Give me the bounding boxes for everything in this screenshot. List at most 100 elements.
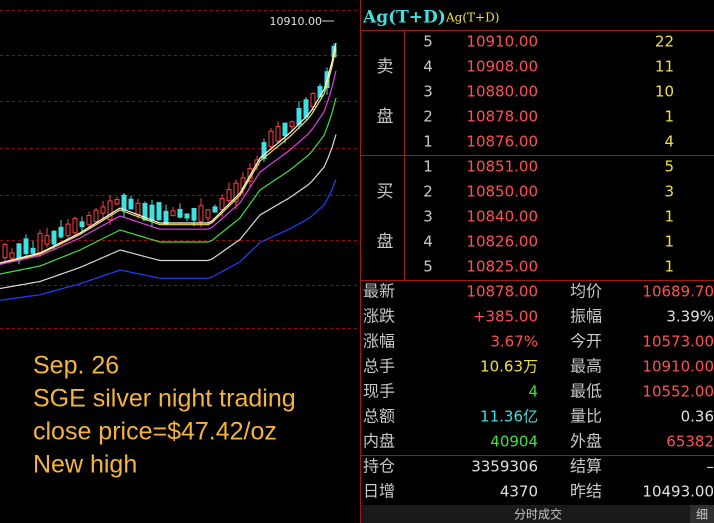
caption: New high xyxy=(33,451,137,479)
candle-body xyxy=(121,194,127,211)
stat-label: 现手 xyxy=(363,382,395,401)
buy-label: 买 xyxy=(377,182,394,202)
candle-body xyxy=(282,122,288,137)
candle-body xyxy=(170,210,176,217)
volume: 1 xyxy=(664,258,674,276)
stat-label: 内盘 xyxy=(363,432,395,451)
candle-body xyxy=(177,209,183,218)
candle-body xyxy=(128,198,134,210)
caption: close price=$47.42/oz xyxy=(33,418,277,446)
stat-value: 10910.00 xyxy=(642,358,714,376)
price: 10850.00 xyxy=(466,183,538,201)
stat-value: 10.63万 xyxy=(480,358,538,376)
candle-body xyxy=(205,209,211,219)
level: 1 xyxy=(423,133,433,151)
volume: 1 xyxy=(664,108,674,126)
candle-body xyxy=(65,223,71,237)
candle-body xyxy=(93,209,99,222)
stat-label: 总手 xyxy=(363,357,395,376)
candle-body xyxy=(212,206,218,213)
stat-value: 40904 xyxy=(490,433,538,451)
stat-label: 涨跌 xyxy=(363,307,395,326)
footer-detail[interactable]: 细 xyxy=(696,508,708,522)
sell-label: 卖 xyxy=(377,57,394,77)
candle-body xyxy=(261,142,267,160)
candle-body xyxy=(142,202,148,221)
stat-value: 10689.70 xyxy=(642,283,714,301)
volume: 1 xyxy=(664,233,674,251)
title: Ag(T+D) xyxy=(362,8,446,28)
candle-body xyxy=(219,198,225,211)
candle-body xyxy=(303,99,309,118)
high-label: 10910.00 xyxy=(270,15,323,28)
candle-body xyxy=(191,207,197,221)
stat-label: 外盘 xyxy=(570,432,602,451)
candle-body xyxy=(149,204,155,221)
candle-body xyxy=(107,200,113,221)
volume: 10 xyxy=(655,83,674,101)
moving-average xyxy=(0,134,337,290)
stat-label: 结算 xyxy=(570,457,602,476)
candle-body xyxy=(163,210,169,225)
candle-body xyxy=(79,221,85,228)
stat-value: 3.67% xyxy=(490,333,538,351)
volume: 4 xyxy=(664,133,674,151)
candle-body xyxy=(289,121,295,127)
candle-body xyxy=(135,202,141,216)
price: 10910.00 xyxy=(466,33,538,51)
candle-body xyxy=(86,215,92,226)
candle-body xyxy=(2,244,8,259)
candle-body xyxy=(37,232,43,254)
level: 5 xyxy=(423,258,433,276)
stat-label: 持仓 xyxy=(363,457,395,476)
candle-body xyxy=(58,226,64,238)
level: 4 xyxy=(423,58,433,76)
candle-body xyxy=(100,206,106,214)
moving-average xyxy=(0,70,337,265)
subtitle: Ag(T+D) xyxy=(445,11,499,25)
level: 5 xyxy=(423,33,433,51)
stat-value: 3.39% xyxy=(666,308,714,326)
candle-body xyxy=(44,235,50,245)
price: 10826.00 xyxy=(466,233,538,251)
candle-body xyxy=(72,217,78,234)
moving-average xyxy=(0,42,337,264)
moving-average xyxy=(0,48,337,265)
stat-value: 10552.00 xyxy=(642,383,714,401)
stat-label: 今开 xyxy=(570,332,602,351)
stat-label: 最高 xyxy=(570,357,602,376)
stat-value: 10878.00 xyxy=(466,283,538,301)
candle-body xyxy=(275,126,281,142)
candle-body xyxy=(226,189,232,201)
candle-body xyxy=(114,199,120,205)
stat-value: 65382 xyxy=(666,433,714,451)
chart-grid xyxy=(0,10,360,329)
moving-average xyxy=(0,179,337,301)
candle-body xyxy=(30,247,36,254)
volume: 1 xyxy=(664,208,674,226)
candle-body xyxy=(23,238,29,255)
stat-label: 量比 xyxy=(570,407,602,426)
footer-tab[interactable]: 分时成交 xyxy=(514,507,562,522)
stat-value: 11.36亿 xyxy=(480,408,538,426)
stat-value: 4 xyxy=(528,383,538,401)
candle-body xyxy=(184,213,190,219)
stat-value: – xyxy=(707,458,714,476)
price: 10878.00 xyxy=(466,108,538,126)
volume: 22 xyxy=(655,33,674,51)
detail-button[interactable] xyxy=(690,505,714,523)
caption: SGE silver night trading xyxy=(33,385,296,413)
footer-bar xyxy=(361,505,714,523)
moving-average xyxy=(0,97,337,275)
volume: 5 xyxy=(664,158,674,176)
candle-body xyxy=(268,130,274,148)
candle-body xyxy=(9,252,15,259)
stat-label: 日增 xyxy=(363,482,395,501)
candle-body xyxy=(156,202,162,221)
stat-label: 振幅 xyxy=(570,307,602,326)
caption: Sep. 26 xyxy=(33,352,119,380)
level: 4 xyxy=(423,233,433,251)
candle-body xyxy=(233,182,239,203)
stat-label: 昨结 xyxy=(570,482,602,501)
